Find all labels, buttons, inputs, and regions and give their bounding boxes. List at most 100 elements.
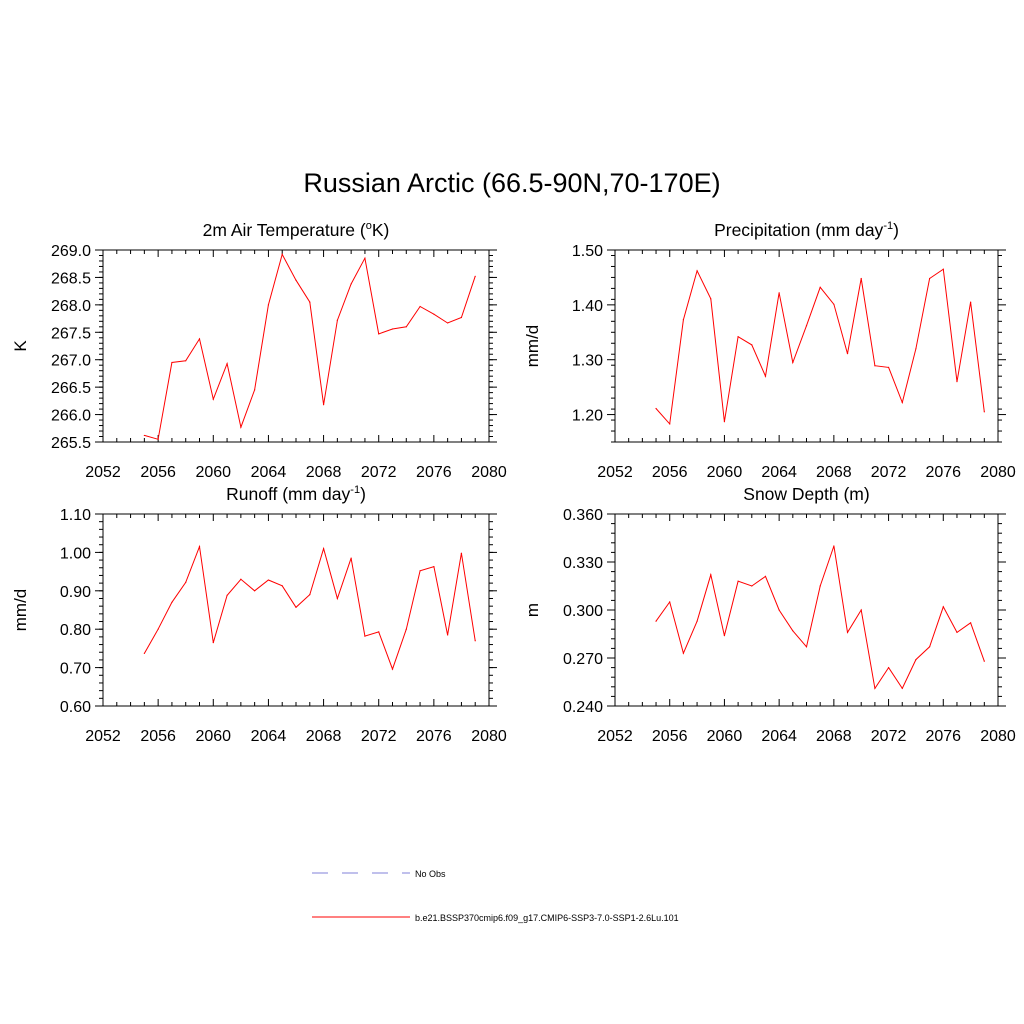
runoff-data-point [171,601,173,603]
precipitation-x-tick-label: 2060 [707,464,743,481]
snow-depth-data-point [655,620,657,622]
runoff-y-tick-label: 1.10 [60,507,91,524]
temperature-y-tick-label: 268.0 [51,298,91,315]
precipitation-x-tick-label: 2072 [871,464,907,481]
runoff-x-tick-label: 2080 [471,728,507,745]
runoff-x-tick-label: 2076 [416,728,452,745]
runoff-data-point [267,579,270,581]
snow-depth-y-tick-label: 0.240 [563,699,603,716]
runoff-data-point [309,594,311,596]
runoff-data-point [405,628,407,630]
runoff-data-point [460,552,463,554]
snow-depth-data-point [915,659,917,661]
temperature-x-tick-label: 2052 [85,464,121,481]
temperature-data-point [171,361,173,364]
precipitation-data-point [682,319,684,321]
snow-depth-data-point [942,606,944,608]
precipitation-data-point [887,366,890,368]
snow-depth-data-point [737,580,739,582]
runoff-x-tick-label: 2064 [251,728,287,745]
precipitation-data-point [860,277,862,280]
temperature-data-point [322,404,325,406]
temperature-panel-title: 2m Air Temperature (oK) [203,220,390,240]
runoff-data-point [419,570,421,572]
snow-depth-data-point [778,609,780,611]
runoff-data-point [336,597,338,600]
snow-depth-y-tick-label: 0.300 [563,603,603,620]
runoff-data-point [433,566,435,568]
temperature-data-point [226,362,228,365]
snow-depth-x-tick-label: 2068 [816,728,852,745]
runoff-data-point [198,546,201,548]
runoff-data-point [212,642,214,644]
precipitation-data-point [737,336,739,338]
snow-depth-data-point [874,687,876,690]
snow-depth-data-point [901,687,903,690]
snow-depth-panel-title: Snow Depth (m) [743,484,869,504]
temperature-y-tick-label: 265.5 [51,435,91,452]
runoff-data-point [157,628,159,630]
temperature-x-tick-label: 2064 [251,464,287,481]
snow-depth-plot-frame [614,513,999,707]
runoff-x-tick-label: 2056 [140,728,176,745]
snow-depth-data-point [682,652,684,654]
runoff-x-tick-label: 2060 [195,728,231,745]
precipitation-x-tick-label: 2080 [980,464,1016,481]
snow-depth-x-tick-label: 2080 [980,728,1016,745]
temperature-data-point [460,316,463,319]
snow-depth-data-point [805,646,808,648]
precipitation-x-tick-label: 2056 [652,464,688,481]
runoff-data-point [391,668,394,670]
precipitation-data-point [819,286,821,288]
precipitation-data-point [901,401,903,404]
runoff-y-tick-label: 0.70 [60,661,91,678]
precipitation-data-point [956,381,958,383]
runoff-x-tick-label: 2072 [361,728,397,745]
runoff-panel-title: Runoff (mm day-1) [226,484,366,504]
temperature-data-point [474,275,476,277]
runoff-data-point [240,578,242,580]
temperature-data-point [281,253,283,255]
runoff-data-point [322,547,325,550]
snow-depth-x-tick-label: 2056 [652,728,688,745]
temperature-y-tick-label: 266.5 [51,380,91,397]
snow-depth-y-tick-label: 0.270 [563,651,603,668]
temperature-x-tick-label: 2080 [471,464,507,481]
snow-depth-data-point [833,545,835,547]
precipitation-data-point [970,301,972,303]
figure-title: Russian Arctic (66.5-90N,70-170E) [303,168,721,198]
precipitation-plot-frame [614,249,999,443]
precipitation-data-point [942,268,944,270]
temperature-series-line [144,253,476,440]
temperature-data-point [240,426,242,428]
precipitation-x-tick-label: 2076 [925,464,961,481]
runoff-y-axis-label: mm/d [11,589,30,632]
precipitation-data-point [915,348,917,350]
precipitation-data-point [805,325,808,327]
temperature-data-point [350,283,352,285]
temperature-x-tick-label: 2068 [306,464,342,481]
temperature-data-point [157,438,159,440]
runoff-series-line [143,544,476,671]
precipitation-data-point [846,353,849,355]
snow-depth-data-point [710,574,712,576]
precipitation-y-tick-label: 1.20 [572,408,603,425]
temperature-y-axis-label: K [11,340,30,352]
temperature-data-point [419,305,421,308]
runoff-data-point [226,594,228,597]
snow-depth-data-point [887,667,890,669]
runoff-data-point [474,640,476,642]
precipitation-data-point [792,361,794,364]
temperature-y-tick-label: 268.5 [51,270,91,287]
snow-depth-x-tick-label: 2052 [597,728,633,745]
runoff-x-tick-label: 2052 [85,728,121,745]
temperature-y-tick-label: 269.0 [51,243,91,260]
temperature-data-point [378,333,380,335]
precipitation-y-axis-label: mm/d [523,325,542,368]
runoff-data-point [295,606,297,608]
temperature-data-point [405,326,407,328]
temperature-data-point [254,389,256,391]
precipitation-data-point [874,365,876,367]
temperature-data-point [295,279,297,281]
